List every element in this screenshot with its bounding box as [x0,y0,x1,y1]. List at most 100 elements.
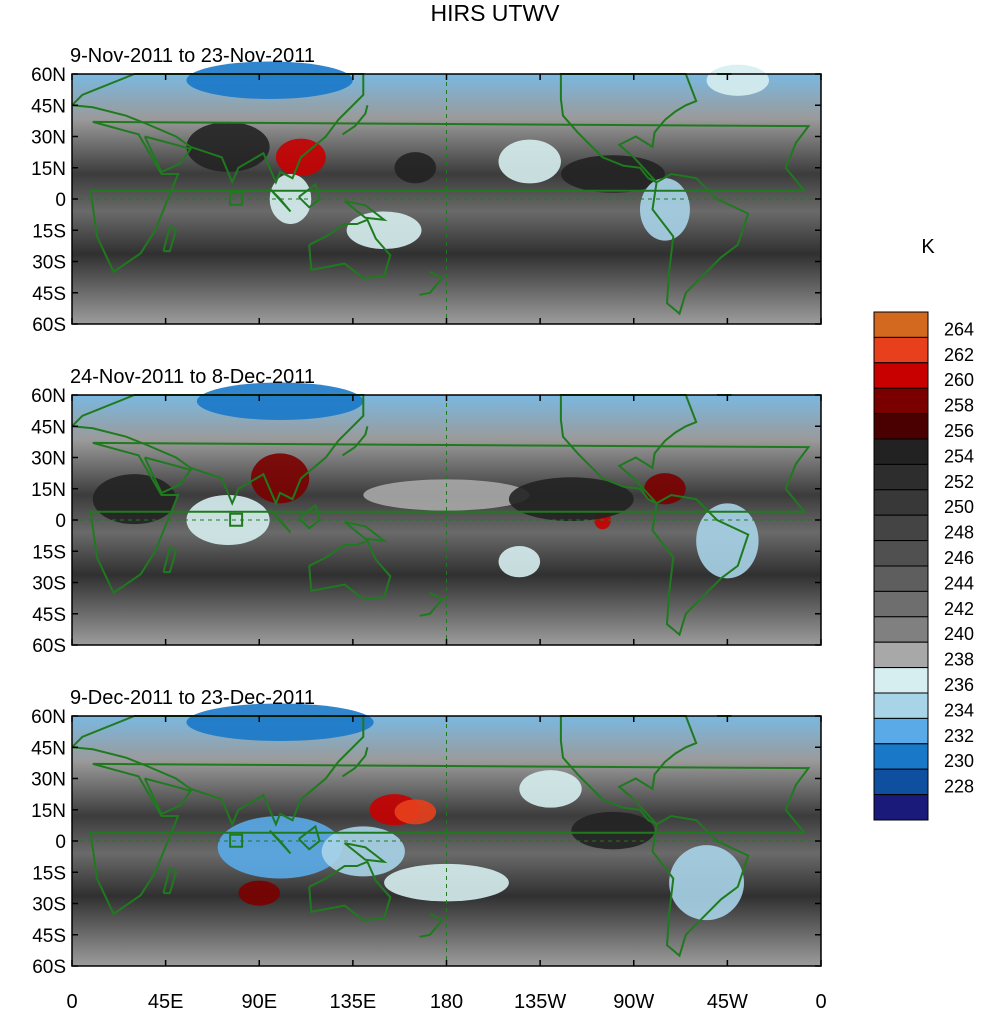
colorbar-label: 252 [944,472,974,492]
colorbar-swatch [873,489,929,516]
contour-region [321,826,405,877]
colorbar-swatch [873,692,929,719]
colorbar-swatch [873,413,929,440]
colorbar-swatch [873,743,929,770]
contour-region [196,382,364,420]
lat-tick-label: 15S [32,863,66,884]
colorbar-label: 262 [944,345,974,365]
colorbar-swatch [873,794,929,821]
coastline [343,521,388,543]
coastline [559,73,698,184]
colorbar-label: 244 [944,573,974,593]
lat-tick-label: 45S [32,284,66,305]
contour-region [92,474,177,525]
lat-tick-label: 45S [32,926,66,947]
coastline [419,592,444,617]
panel-1-label: 9-Nov-2011 to 23-Nov-2011 [70,45,315,67]
contour-region [384,863,509,902]
lat-tick-label: 60S [32,636,66,657]
panel-2-label: 24-Nov-2011 to 8-Dec-2011 [70,366,315,388]
coastline [341,105,369,136]
coastline [308,218,392,280]
lat-tick-label: 30N [31,770,66,791]
lat-tick-label: 60N [31,65,66,86]
lon-tick-label: 0 [66,991,77,1013]
colorbar-swatch [873,590,929,618]
colorbar-label: 230 [944,751,974,771]
lon-tick-label: 180 [430,991,463,1013]
lat-tick-label: 60S [32,957,66,978]
contour-region [669,845,745,921]
lat-tick-label: 60S [32,315,66,336]
contour-region [186,495,270,545]
colorbar-swatch [873,336,929,364]
lat-tick-label: 15S [32,221,66,242]
coastline [651,172,750,316]
lon-tick-label: 135W [514,991,566,1013]
lon-tick-label: 135E [330,991,377,1013]
colorbar-swatch [873,540,929,567]
contour-region [519,770,582,808]
lat-tick-label: 30S [32,574,66,595]
coastline [343,200,388,222]
coastline [559,715,698,826]
coastline [298,824,321,851]
coastline [298,503,321,530]
region-box [229,191,244,206]
lat-tick-label: 15N [31,480,66,501]
lat-tick-label: 45N [31,96,66,117]
colorbar-label: 264 [944,319,974,339]
colorbar-swatch [873,311,929,338]
colorbar-swatch [873,616,929,643]
contour-region [394,152,437,184]
colorbar-label: 250 [944,497,974,517]
figure-title: HIRS UTWV [430,0,560,26]
coastline [162,224,178,253]
contour-region [571,811,655,850]
lat-tick-label: 30N [31,128,66,149]
coastline [162,866,178,895]
coastline [143,135,193,174]
coastline [298,182,321,209]
colorbar-label: 236 [944,675,974,695]
colorbar-swatch [873,717,929,745]
coastline [89,120,811,274]
contour-region [394,799,437,825]
contour-region [696,503,759,579]
lat-tick-label: 45S [32,605,66,626]
colorbar-label: 228 [944,777,974,797]
lat-tick-label: 30S [32,895,66,916]
lat-tick-label: 15S [32,542,66,563]
map-panel-3 [71,703,822,967]
colorbar-swatch [873,438,929,465]
lat-tick-label: 0 [55,832,66,853]
colorbar-label: 248 [944,523,974,543]
lat-tick-label: 30S [32,253,66,274]
colorbar-swatch [873,387,929,415]
colorbar-swatch [873,565,929,592]
coastline [89,762,811,916]
coastline [308,860,392,922]
coastline [651,493,750,637]
coastline [268,829,292,855]
colorbar-swatch [873,667,929,694]
coastline [651,814,750,958]
contour-region [498,139,561,184]
lat-tick-label: 30N [31,449,66,470]
lat-tick-label: 0 [55,511,66,532]
coastline [143,456,193,495]
map-panel-2 [71,382,822,646]
colorbar-swatch [873,641,929,669]
contour-region [639,178,690,241]
contour-region [498,546,541,578]
coastline [308,539,392,601]
lon-tick-label: 45E [148,991,184,1013]
contour-region [560,155,665,193]
contour-region [238,880,281,906]
contour-region [186,121,270,172]
coastline [143,777,193,816]
coastline [268,187,292,213]
lon-tick-label: 45W [707,991,748,1013]
lon-tick-label: 0 [815,991,826,1013]
